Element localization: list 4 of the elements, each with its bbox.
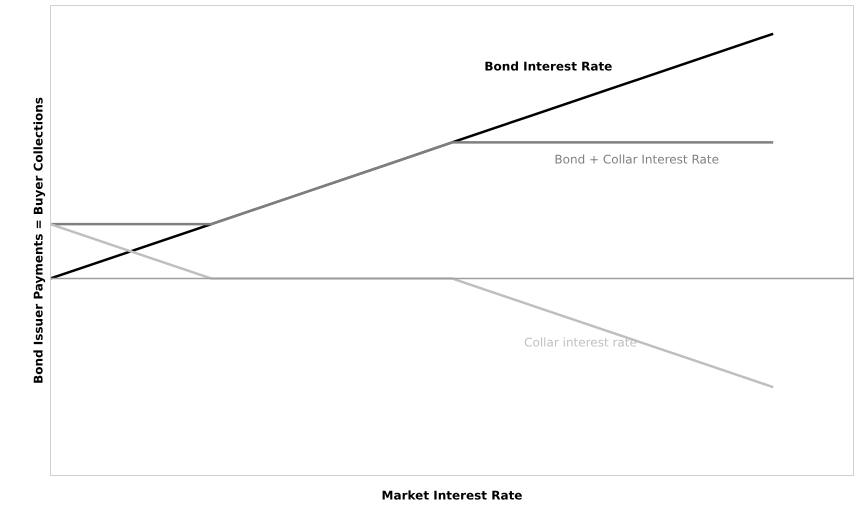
series-label: Bond + Collar Interest Rate [554, 152, 719, 167]
series-label: Bond Interest Rate [484, 59, 612, 74]
text: Market Interest Rate [382, 488, 522, 502]
y-axis-title: Bond Issuer Payments = Buyer Collections [32, 97, 46, 384]
